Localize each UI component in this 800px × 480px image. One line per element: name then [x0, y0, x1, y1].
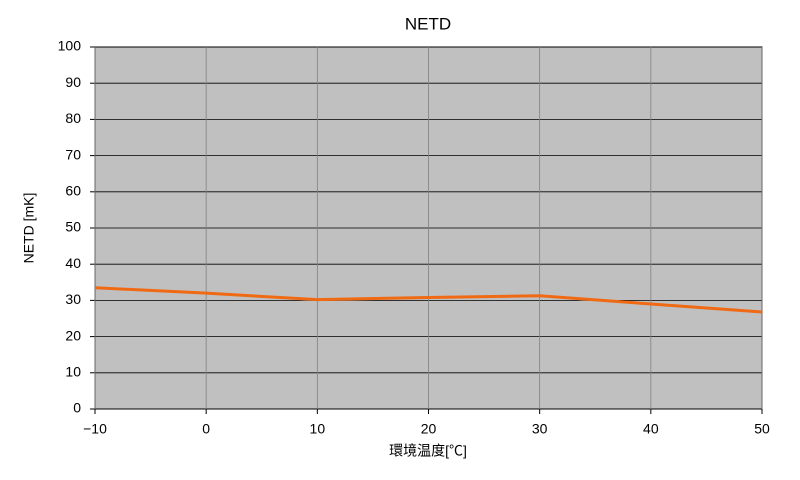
y-tick-label: 50 — [65, 219, 81, 235]
y-tick-label: 80 — [65, 110, 81, 126]
x-tick-label: 30 — [532, 421, 548, 437]
y-tick-label: 70 — [65, 146, 81, 162]
x-tick-label: −10 — [83, 421, 107, 437]
y-tick-label: 0 — [73, 400, 81, 416]
y-tick-label: 100 — [58, 38, 82, 54]
x-tick-label: 40 — [643, 421, 659, 437]
y-tick-label: 20 — [65, 327, 81, 343]
y-tick-label: 10 — [65, 364, 81, 380]
data-line — [94, 286, 763, 314]
chart-title: NETD — [405, 14, 451, 33]
y-tick-label: 30 — [65, 291, 81, 307]
y-axis-label: NETD [mK] — [21, 193, 37, 264]
x-tick-label: 0 — [202, 421, 210, 437]
x-axis-label: 環境温度[℃] — [389, 443, 467, 459]
x-tick-label: 10 — [310, 421, 326, 437]
x-tick-label: 20 — [421, 421, 437, 437]
y-tick-label: 60 — [65, 183, 81, 199]
x-tick-label: 50 — [754, 421, 770, 437]
y-tick-label: 40 — [65, 255, 81, 271]
y-tick-label: 90 — [65, 74, 81, 90]
